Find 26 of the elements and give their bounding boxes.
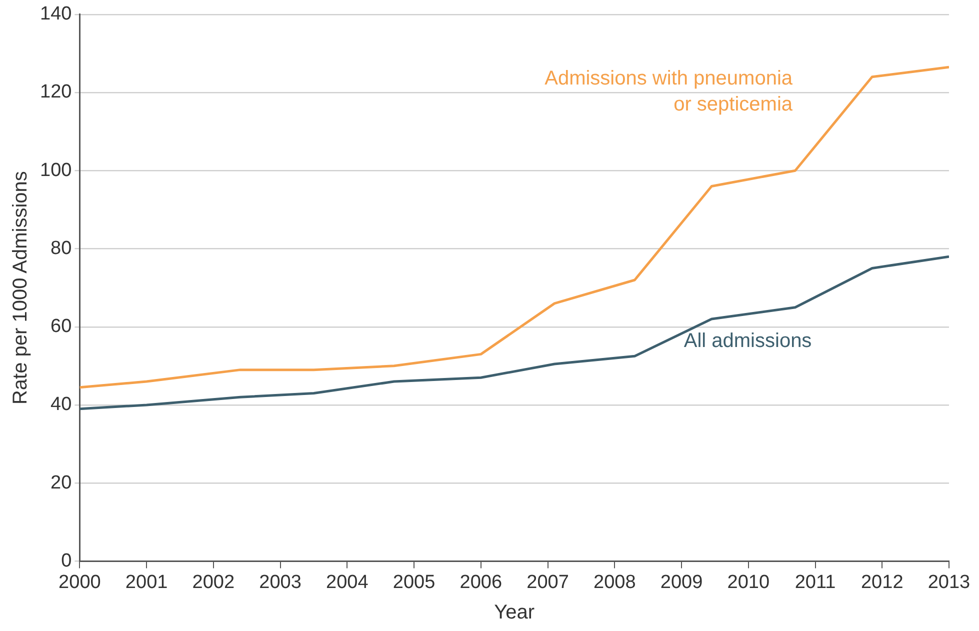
x-tick-label: 2008: [594, 572, 636, 593]
x-tick-label: 2006: [460, 572, 502, 593]
x-tick-label: 2007: [526, 572, 569, 593]
x-tick-label: 2012: [860, 572, 904, 593]
y-tick-label: 120: [40, 82, 72, 103]
series-label: All admissions: [684, 330, 812, 352]
y-tick-label: 140: [40, 4, 72, 25]
x-tick-label: 2001: [125, 572, 168, 593]
x-tick-label: 2005: [392, 572, 436, 593]
y-tick-label: 60: [50, 316, 72, 338]
series-label: Admissions with pneumonia or septicemia: [544, 68, 794, 116]
x-tick-label: 2003: [259, 572, 302, 593]
y-tick-label: 20: [50, 472, 72, 494]
x-axis-title: Year: [494, 602, 535, 624]
y-axis-title: Rate per 1000 Admissions: [10, 171, 32, 405]
x-tick-label: 2011: [794, 572, 836, 593]
y-tick-label: 80: [50, 238, 72, 259]
x-tick-label: 2013: [928, 572, 970, 593]
y-tick-label: 100: [40, 160, 72, 181]
x-tick-label: 2000: [58, 572, 101, 593]
x-tick-label: 2004: [326, 572, 369, 593]
y-tick-label: 0: [61, 550, 72, 572]
x-tick-label: 2002: [192, 572, 235, 593]
x-tick-label: 2009: [660, 572, 703, 593]
x-tick-label: 2010: [727, 572, 770, 593]
y-tick-label: 40: [50, 394, 72, 416]
